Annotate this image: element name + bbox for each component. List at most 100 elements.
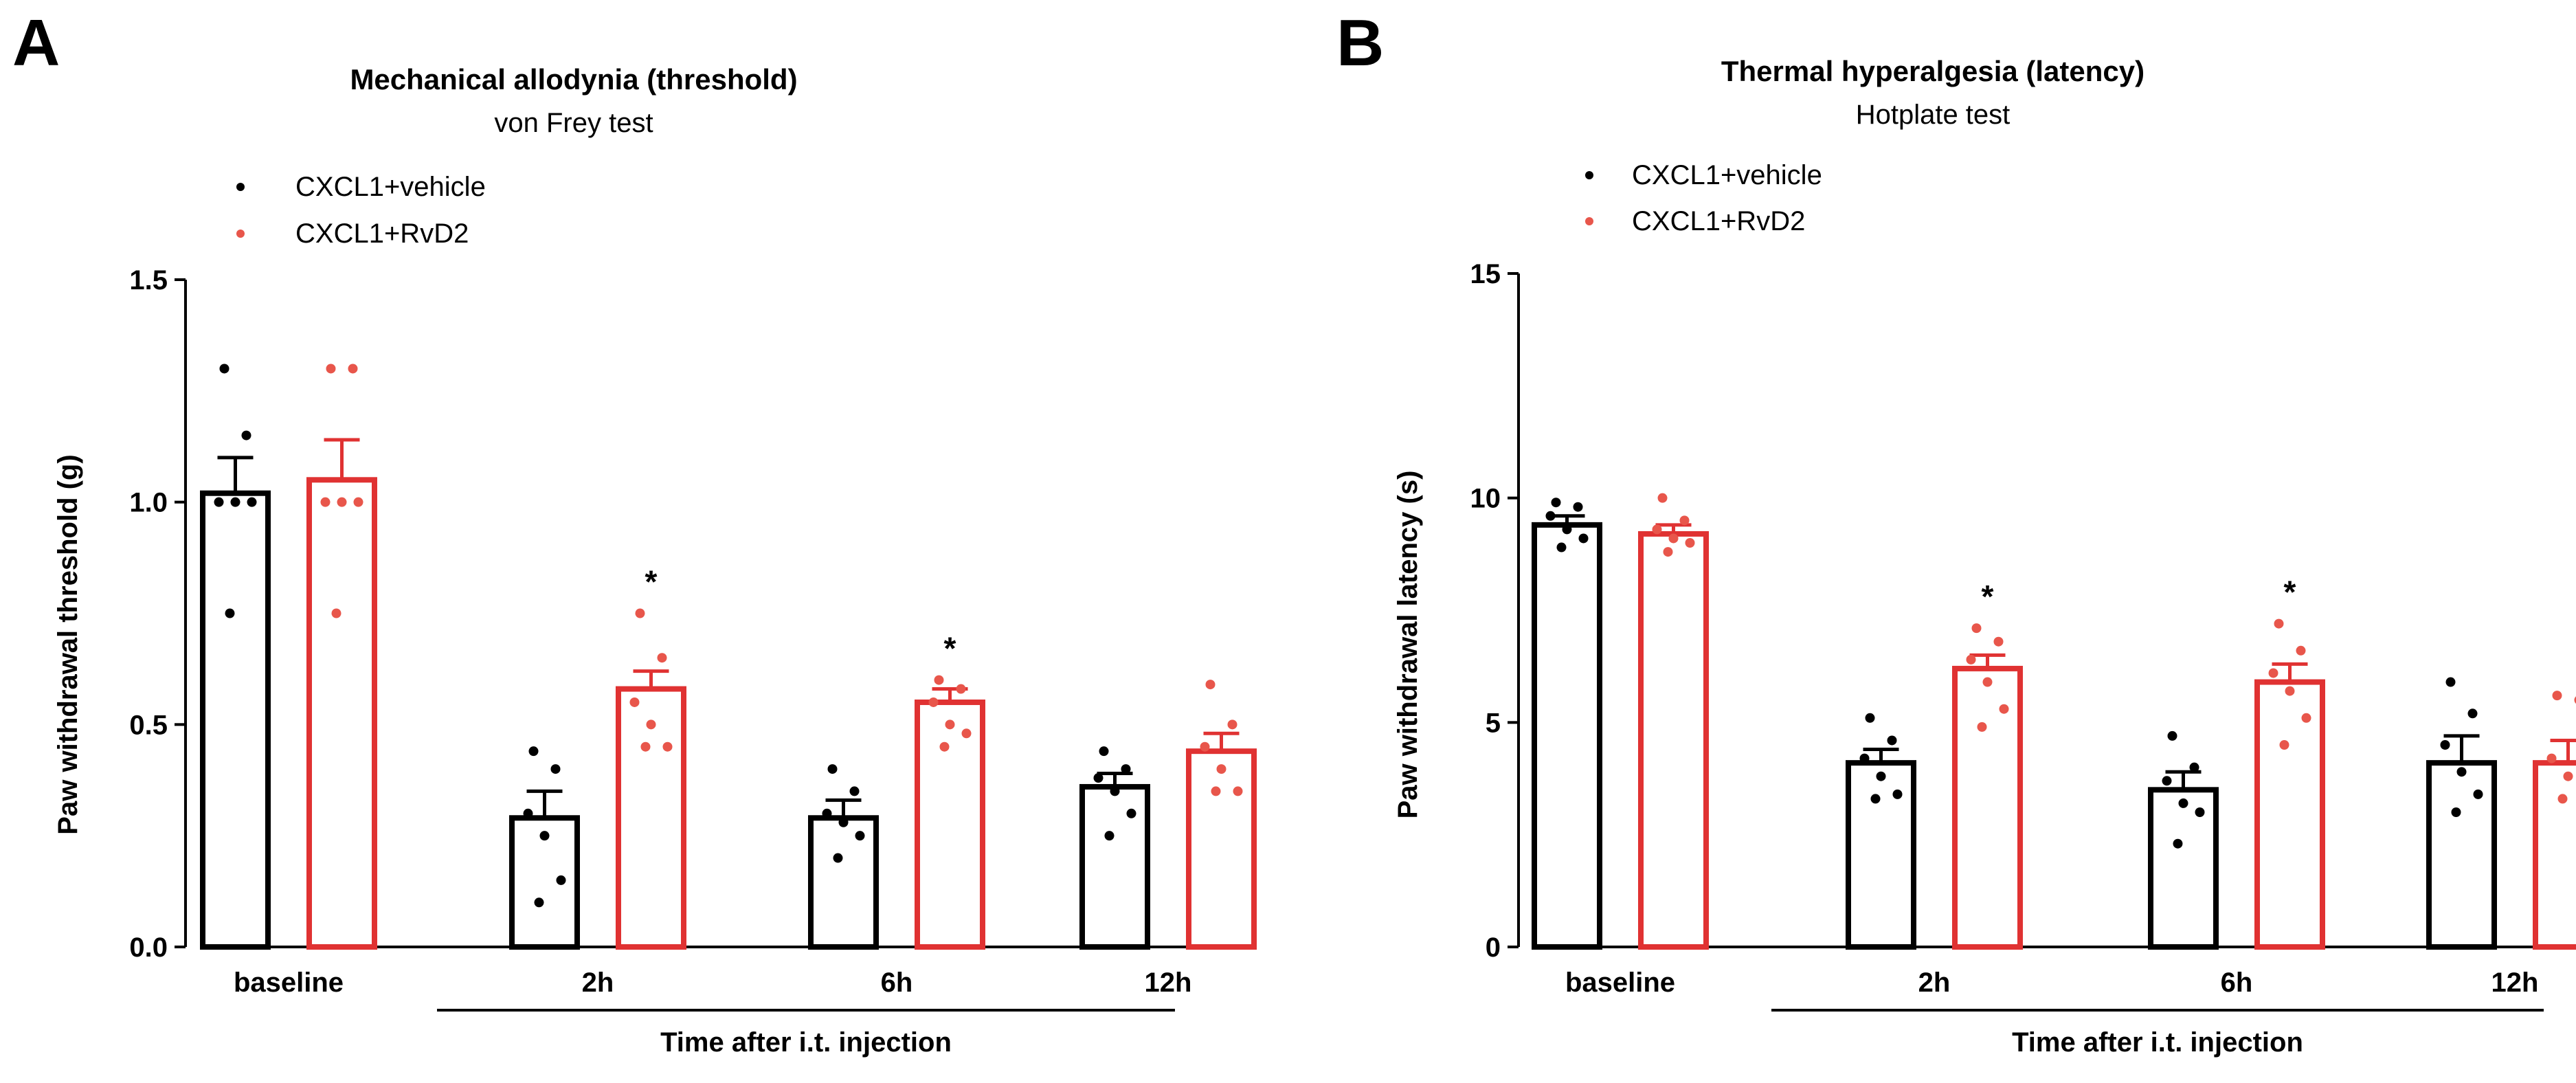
data-point [241,430,251,440]
data-point [1093,773,1104,783]
data-point [1211,786,1221,796]
data-point [640,741,651,752]
legend-b-vehicle-label: CXCL1+vehicle [1632,160,1822,190]
data-point [2574,696,2576,704]
data-point [2274,618,2284,629]
data-point [2167,730,2177,741]
data-point [1551,498,1561,508]
data-point [1663,547,1673,557]
data-point [230,497,240,507]
legend-b-rvd2-marker [1585,217,1593,225]
data-point [928,697,939,707]
data-point [2557,794,2568,804]
data-point [662,741,673,752]
data-point [657,653,667,663]
data-point [2285,686,2295,696]
bar-rvd2 [2533,760,2576,950]
data-point [2189,762,2199,772]
data-point [1578,533,1589,544]
data-point [1657,493,1668,503]
y-tick-label: 0.5 [129,710,168,740]
data-point [550,764,561,774]
data-point [348,364,358,374]
data-point [833,853,843,863]
data-point [838,817,849,827]
data-point [1545,511,1556,521]
data-point [1993,636,2004,647]
data-point [247,497,257,507]
data-point [2451,807,2461,817]
data-point [225,608,235,618]
legend-a-rvd2-marker [236,230,245,238]
legend-a-rvd2-label: CXCL1+RvD2 [295,219,469,249]
data-point [1865,713,1875,723]
y-tick-label: 5 [1486,708,1501,738]
data-point [2296,645,2306,656]
data-point [2162,776,2172,786]
y-tick-label: 0 [1486,933,1501,963]
data-point [556,875,566,885]
data-point [1982,677,1993,687]
data-point [2467,708,2478,719]
data-point [1887,735,1897,746]
panel-b-ylabel: Paw withdrawal latency (s) [1393,471,1423,819]
bar-rvd2 [1638,531,1709,950]
bar-vehicle [2426,760,2497,950]
data-point [635,608,645,618]
significance-marker: * [944,631,956,667]
data-point [1652,524,1662,535]
data-point [1977,722,1987,732]
bar-vehicle [2148,787,2219,950]
panel-a-ylabel: Paw withdrawal threshold (g) [53,454,83,834]
data-point [1126,808,1136,818]
legend-a-vehicle-marker [236,183,245,191]
data-point [1233,786,1243,796]
panel-a-subtitle: von Frey test [494,108,653,138]
data-point [961,728,972,739]
data-point [1668,533,1679,544]
data-point [539,831,550,841]
data-point [331,608,341,618]
panel-b-subtitle: Hotplate test [1856,100,2011,130]
x-tick-label: 2h [1918,968,1951,998]
data-point [855,831,865,841]
x-tick-label: 6h [2221,968,2253,998]
bar-vehicle [808,815,879,950]
data-point [956,684,966,694]
panel-b-xlabel: Time after i.t. injection [2012,1027,2303,1058]
data-point [1870,794,1881,804]
x-tick-label: 6h [881,968,913,998]
data-point [523,808,533,818]
significance-marker: * [1982,579,1994,614]
data-point [2563,771,2573,781]
data-point [2301,713,2311,723]
y-tick-label: 10 [1470,484,1501,514]
data-point [1121,764,1131,774]
data-point [629,697,640,707]
legend-a-vehicle-label: CXCL1+vehicle [295,172,486,202]
data-point [1679,515,1690,526]
data-point [326,364,336,374]
data-point [1971,623,1982,634]
x-tick-label: 2h [582,968,614,998]
data-point [1556,542,1567,552]
data-point [822,808,832,818]
panel-a-label: A [12,6,60,80]
bar-vehicle [1532,522,1602,950]
data-point [1227,719,1237,730]
legend-b-vehicle-marker [1585,171,1593,179]
bar-vehicle [200,490,271,950]
bar-vehicle [1079,783,1150,950]
y-tick-label: 15 [1470,259,1501,289]
panel-b-label: B [1336,6,1384,80]
data-point [1200,741,1210,752]
data-point [1562,524,1572,535]
data-point [646,719,656,730]
bar-rvd2 [1952,665,2023,950]
x-tick-label: 12h [2491,968,2539,998]
data-point [1859,753,1870,763]
bar-vehicle [1846,760,1916,950]
data-point [2173,838,2183,849]
data-point [219,364,229,374]
